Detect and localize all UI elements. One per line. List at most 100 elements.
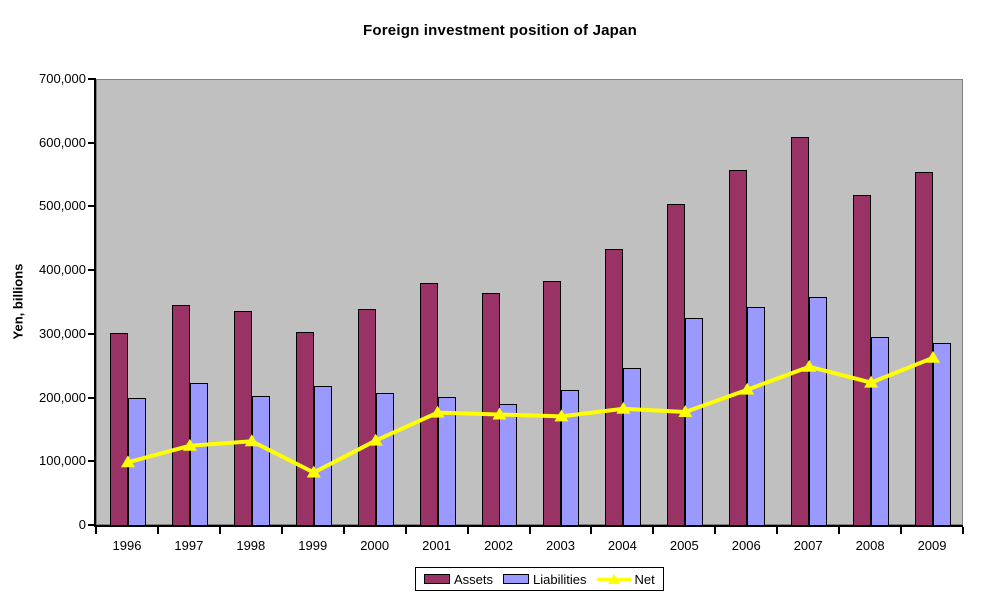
assets-bar [357, 309, 376, 526]
liabilities-bar [375, 393, 394, 526]
bar-group-2001 [407, 80, 469, 526]
net-marker [430, 405, 445, 418]
y-tick-label: 300,000 [39, 325, 86, 341]
x-tick-label: 2001 [422, 538, 452, 553]
liabilities-bar [313, 386, 332, 526]
x-tick-mark [714, 527, 717, 534]
x-tick-label: 2003 [546, 538, 575, 553]
x-tick-label: 2005 [669, 538, 699, 553]
y-tick-mark [88, 460, 96, 463]
assets-bar [667, 204, 686, 526]
legend-label: Liabilities [533, 571, 587, 587]
x-tick-mark [404, 527, 407, 534]
bar-group-2007 [778, 80, 840, 526]
y-tick-label: 100,000 [39, 453, 86, 469]
net-line-layer [120, 350, 941, 478]
legend-line-net [596, 573, 631, 585]
liabilities-bar [685, 318, 704, 526]
x-tick-label: 2007 [793, 538, 823, 553]
bar-group-2002 [469, 80, 531, 526]
y-tick-mark [88, 332, 96, 335]
x-tick-mark [528, 527, 531, 534]
net-marker [802, 359, 817, 372]
net-marker [554, 409, 569, 422]
assets-bar [419, 283, 438, 526]
bar-group-2006 [716, 80, 778, 526]
assets-bar [605, 249, 624, 526]
y-tick-label: 0 [78, 517, 86, 532]
legend-triangle-marker-icon [607, 574, 620, 584]
x-tick-label: 2009 [917, 538, 947, 553]
net-line [127, 355, 934, 475]
bar-group-2000 [345, 80, 407, 526]
x-tick-mark [466, 527, 469, 534]
net-marker [368, 433, 383, 446]
chart-title: Foreign investment position of Japan [363, 22, 637, 39]
x-tick-mark [590, 527, 593, 534]
liabilities-bar [809, 297, 828, 526]
bar-group-1997 [159, 80, 221, 526]
x-tick-mark [962, 527, 964, 534]
liabilities-bar [499, 404, 518, 526]
liabilities-bar [747, 307, 766, 526]
net-marker [926, 350, 941, 363]
legend-item-assets: Assets [424, 573, 493, 586]
bars-layer [97, 80, 964, 526]
y-tick-mark [88, 269, 96, 272]
plot-area [96, 79, 964, 526]
bar-group-2009 [902, 80, 964, 526]
legend-label: Net [634, 571, 655, 587]
x-tick-label: 1999 [298, 538, 328, 553]
net-marker [120, 455, 135, 468]
liabilities-bar [251, 396, 270, 526]
net-marker [492, 407, 507, 420]
y-tick-label: 500,000 [39, 198, 86, 214]
assets-bar [853, 195, 872, 526]
net-marker [678, 404, 693, 417]
x-tick-label: 2004 [607, 538, 637, 553]
bar-group-2005 [654, 80, 716, 526]
y-tick-label: 200,000 [39, 389, 86, 405]
legend-item-liabilities: Liabilities [503, 571, 587, 587]
y-tick-mark [88, 141, 96, 144]
net-marker [740, 382, 755, 395]
x-tick-label: 1997 [174, 538, 204, 553]
x-tick-mark [900, 527, 903, 534]
assets-bar [791, 137, 810, 526]
liabilities-bar [932, 343, 951, 526]
liabilities-bar [437, 397, 456, 526]
x-tick-mark [776, 527, 779, 534]
assets-bar [543, 281, 562, 526]
x-tick-mark [838, 527, 841, 534]
assets-bar [729, 170, 748, 526]
y-tick-label: 700,000 [39, 71, 86, 86]
net-marker [244, 434, 259, 447]
legend: Assets Liabilities Net [415, 567, 664, 591]
y-tick-label: 600,000 [39, 134, 86, 150]
x-tick-label: 2006 [731, 538, 761, 553]
y-axis-title: Yen, billions [10, 263, 26, 340]
bar-group-1999 [283, 80, 345, 526]
x-tick-label: 2000 [360, 538, 390, 553]
y-tick-mark [88, 396, 96, 399]
bar-group-2008 [840, 80, 902, 526]
legend-swatch-liabilities [503, 574, 530, 584]
y-tick-mark [88, 205, 96, 208]
x-tick-mark [280, 527, 283, 534]
assets-bar [171, 305, 190, 526]
y-tick-label: 400,000 [39, 262, 86, 278]
net-marker [306, 465, 321, 478]
assets-bar [109, 333, 128, 526]
x-tick-label: 1996 [112, 538, 142, 553]
x-axis-line [94, 525, 963, 527]
legend-swatch-assets [424, 574, 450, 584]
x-tick-label: 2002 [484, 538, 513, 553]
x-tick-mark [342, 527, 345, 534]
x-tick-label: 1998 [236, 538, 266, 553]
liabilities-bar [561, 390, 580, 526]
assets-bar [233, 311, 252, 526]
bar-group-1998 [221, 80, 283, 526]
net-marker [182, 438, 197, 451]
x-tick-mark [652, 527, 655, 534]
